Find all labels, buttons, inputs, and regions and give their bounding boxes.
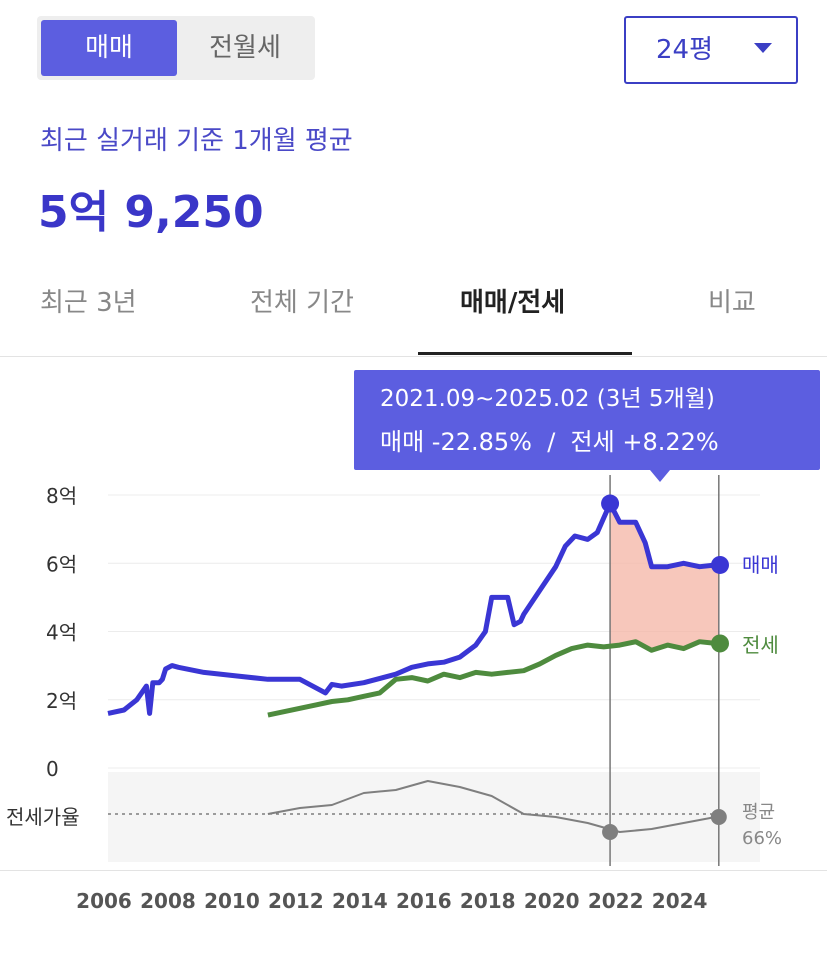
sale-toggle-button[interactable]: 매매 xyxy=(41,20,177,76)
active-tab-indicator xyxy=(418,352,632,355)
sale-series-label: 매매 xyxy=(742,553,779,577)
sale-end-marker[interactable] xyxy=(711,555,729,574)
ratio-end-marker[interactable] xyxy=(710,809,727,825)
series-lines xyxy=(107,494,729,840)
x-tick-label: 2020 xyxy=(524,889,580,913)
y-tick-label: 8억 xyxy=(46,484,77,508)
tooltip-change: 매매 -22.85% / 전세 +8.22% xyxy=(380,428,719,456)
price-chart[interactable]: 8억 6억 4억 2억 0 2006 2008 2010 2012 2014 2016 2018 202… xyxy=(0,360,827,920)
y-tick-label: 0 xyxy=(46,757,59,781)
ratio-panel-label: 전세가율 xyxy=(6,805,80,829)
highlight-area xyxy=(610,503,719,650)
x-tick-label: 2018 xyxy=(460,889,516,913)
tab-sale-jeonse[interactable]: 매매/전세 xyxy=(460,288,566,318)
x-tick-label: 2022 xyxy=(588,889,644,913)
jeonse-end-marker[interactable] xyxy=(711,634,729,653)
y-tick-label: 6억 xyxy=(46,552,77,576)
ratio-avg-value: 66% xyxy=(742,828,782,849)
chevron-down-icon xyxy=(754,43,772,53)
x-tick-label: 2016 xyxy=(396,889,452,913)
jeonse-toggle-button[interactable]: 전월세 xyxy=(209,33,281,63)
y-tick-label: 4억 xyxy=(46,621,77,645)
x-tick-label: 2012 xyxy=(268,889,324,913)
jeonse-series-label: 전세 xyxy=(742,633,779,657)
sale-range-start-marker[interactable] xyxy=(601,494,620,513)
ratio-panel-background xyxy=(108,772,760,862)
tab-compare[interactable]: 비교 xyxy=(708,288,756,318)
axis-ticks: 8억 6억 4억 2억 0 2006 2008 2010 2012 2014 2016 2018 202… xyxy=(46,484,707,913)
area-size-select[interactable]: 24평 xyxy=(624,16,798,84)
ratio-range-start-marker[interactable] xyxy=(602,824,619,840)
jeonse-line xyxy=(267,639,716,718)
area-size-value: 24평 xyxy=(656,35,714,65)
ratio-line xyxy=(267,780,716,833)
tab-all-period[interactable]: 전체 기간 xyxy=(250,288,354,318)
ratio-avg-label: 평균 xyxy=(742,802,775,823)
tab-recent-3y[interactable]: 최근 3년 xyxy=(40,288,137,318)
trade-type-toggle: 매매 전월세 xyxy=(37,16,315,80)
price-caption: 최근 실거래 기준 1개월 평균 xyxy=(40,126,353,156)
y-tick-label: 2억 xyxy=(46,689,77,713)
chart-bottom-divider xyxy=(0,870,827,871)
tabs-divider xyxy=(0,356,827,357)
tooltip-period: 2021.09~2025.02 (3년 5개월) xyxy=(380,386,715,412)
average-price: 5억 9,250 xyxy=(38,187,264,238)
x-tick-label: 2024 xyxy=(652,889,708,913)
x-tick-label: 2010 xyxy=(204,889,260,913)
x-tick-label: 2006 xyxy=(76,889,132,913)
x-tick-label: 2008 xyxy=(140,889,196,913)
tooltip: 2021.09~2025.02 (3년 5개월) 매매 -22.85% / 전세… xyxy=(354,370,820,482)
x-tick-label: 2014 xyxy=(332,889,388,913)
